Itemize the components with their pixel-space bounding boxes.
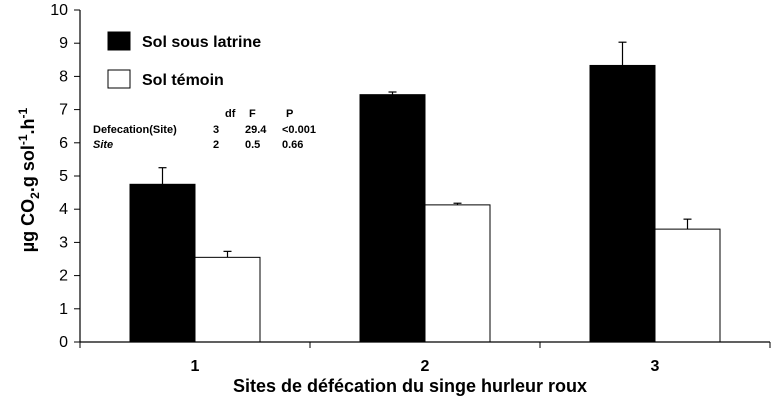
bar-temoin-site-1 <box>195 257 260 342</box>
y-tick-label: 5 <box>59 168 68 185</box>
stats-row-f: 0.5 <box>245 139 260 151</box>
y-tick-label: 8 <box>59 68 68 85</box>
y-tick-label: 9 <box>59 35 68 52</box>
stats-row-p: 0.66 <box>282 139 303 151</box>
y-axis-title-mid2: .h <box>18 118 38 134</box>
y-tick-label: 6 <box>59 135 68 152</box>
bar-temoin-site-3 <box>655 229 720 342</box>
y-tick-label: 10 <box>50 2 68 19</box>
y-axis-title: µg CO2.g sol-1.h-1 <box>16 107 42 252</box>
legend-swatch-latrine <box>108 32 130 50</box>
stats-header-df: df <box>225 108 236 120</box>
stats-header-p: P <box>286 108 293 120</box>
x-category-label: 3 <box>651 358 660 375</box>
bar-latrine-site-3 <box>590 65 655 342</box>
y-tick-label: 1 <box>59 301 68 318</box>
y-axis-title-sup1: -1 <box>16 134 30 145</box>
stats-row-f: 29.4 <box>245 124 267 136</box>
y-axis-title-mid: .g sol <box>18 145 38 192</box>
x-axis-title: Sites de défécation du singe hurleur rou… <box>233 376 587 396</box>
y-tick-label: 0 <box>59 334 68 351</box>
bar-temoin-site-2 <box>425 205 490 342</box>
y-axis-title-sup2: -1 <box>16 107 30 118</box>
legend-swatch-temoin <box>108 70 130 88</box>
x-category-label: 2 <box>421 358 430 375</box>
stats-row-label: Defecation(Site) <box>93 124 177 136</box>
bar-latrine-site-1 <box>130 184 195 342</box>
x-category-label: 1 <box>191 358 200 375</box>
stats-row-label: Site <box>93 139 113 151</box>
y-tick-label: 7 <box>59 102 68 119</box>
stats-header-f: F <box>249 108 256 120</box>
bar-latrine-site-2 <box>360 95 425 342</box>
stats-row-df: 2 <box>213 139 219 151</box>
legend-label-latrine: Sol sous latrine <box>142 34 261 51</box>
stats-row-p: <0.001 <box>282 124 316 136</box>
y-tick-label: 4 <box>59 201 68 218</box>
y-tick-label: 2 <box>59 268 68 285</box>
y-tick-label: 3 <box>59 234 68 251</box>
legend-label-temoin: Sol témoin <box>142 72 224 89</box>
y-axis-title-main: µg CO <box>18 199 38 252</box>
stats-row-df: 3 <box>213 124 219 136</box>
